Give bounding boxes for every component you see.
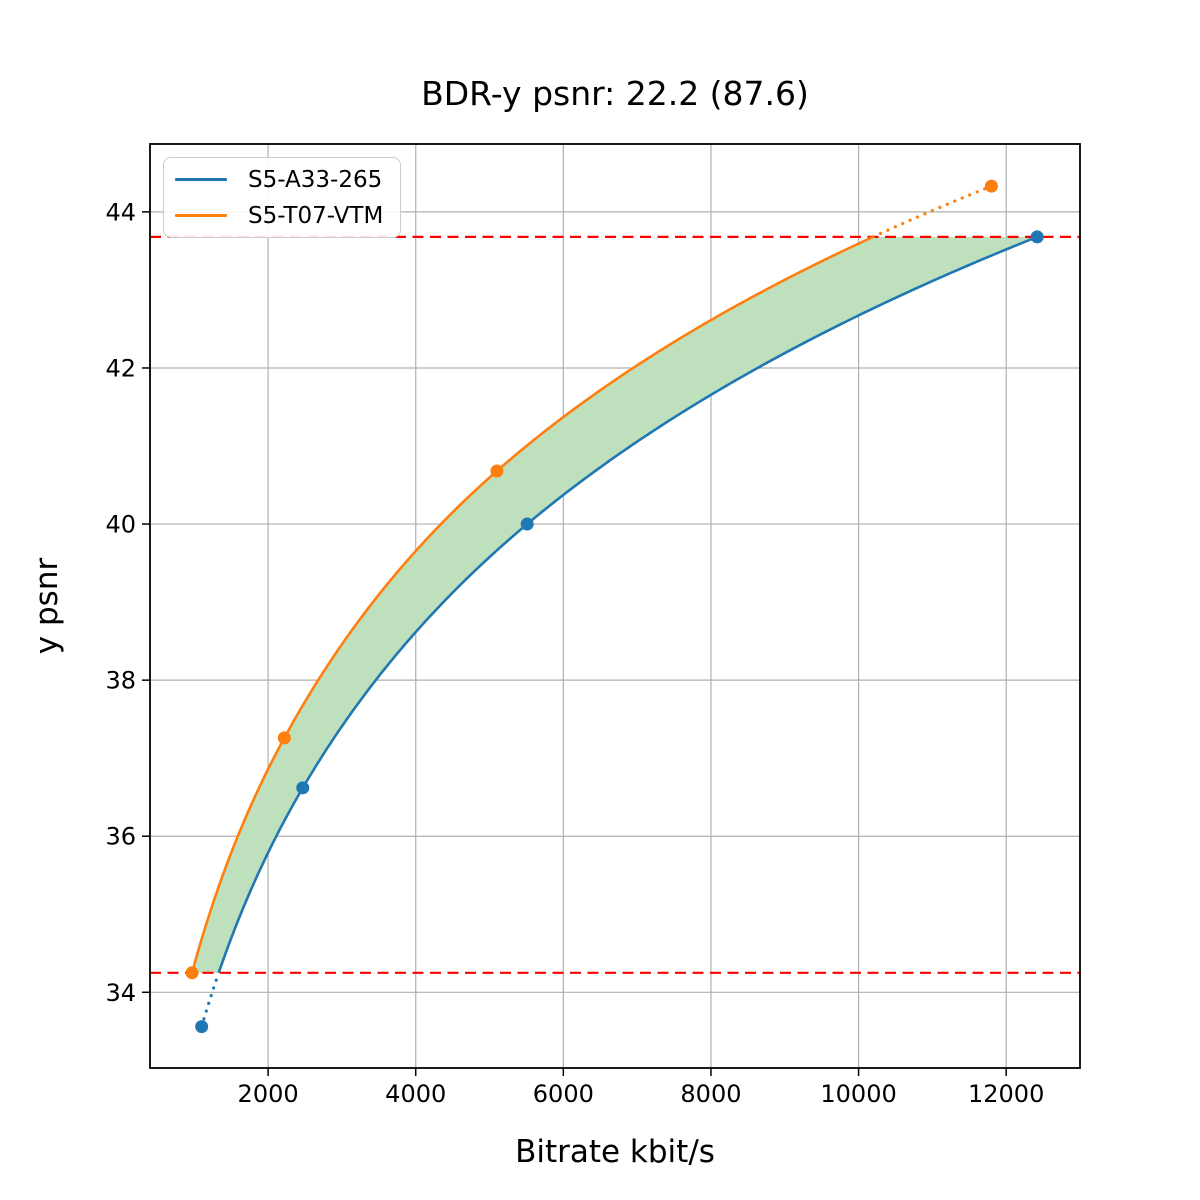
data-point [277, 731, 291, 745]
x-tick-label: 10000 [820, 1080, 896, 1108]
markers-S5-T07-VTM [185, 179, 998, 980]
overlap-band [192, 236, 1038, 973]
x-tick-label: 4000 [385, 1080, 446, 1108]
y-tick-label: 40 [105, 511, 136, 539]
data-point [296, 781, 310, 795]
data-point [195, 1020, 209, 1034]
x-axis-label: Bitrate kbit/s [515, 1134, 715, 1170]
data-point [490, 464, 504, 478]
y-tick-label: 34 [105, 979, 136, 1007]
legend-item: S5-A33-265 [175, 167, 388, 193]
y-tick-label: 36 [105, 823, 136, 851]
y-tick-label: 42 [105, 354, 136, 382]
data-point [984, 179, 998, 193]
markers-S5-A33-265 [195, 230, 1044, 1034]
series-S5-T07-VTM-dotted [871, 184, 994, 239]
x-tick-label: 6000 [533, 1080, 594, 1108]
legend-line-sample [175, 214, 227, 217]
legend-item-label: S5-A33-265 [248, 166, 383, 193]
data-point [185, 966, 199, 980]
tick-labels: 2000 4000 6000 8000 10000 12000 34 36 38 40 42 44 [105, 198, 1044, 1108]
gridlines [150, 144, 1080, 1068]
tick-marks [142, 211, 1007, 1076]
x-tick-label: 2000 [238, 1080, 299, 1108]
data-point [1030, 230, 1044, 244]
y-tick-label: 38 [105, 667, 136, 695]
legend-line-sample [175, 178, 227, 181]
series-S5-T07-VTM-curve [190, 235, 874, 974]
series-S5-A33-265-dotted [200, 971, 221, 1029]
bd-range-lines [150, 235, 1080, 974]
chart-title: BDR-y psnr: 22.2 (87.6) [421, 74, 809, 113]
y-tick-label: 44 [105, 198, 136, 226]
series-S5-T07-VTM [190, 184, 994, 974]
legend: S5-A33-265 S5-T07-VTM [163, 157, 401, 238]
x-tick-label: 8000 [680, 1080, 741, 1108]
axes-box [149, 143, 1081, 1069]
x-tick-label: 12000 [968, 1080, 1044, 1108]
series-S5-A33-265 [200, 235, 1038, 1029]
legend-item: S5-T07-VTM [175, 203, 388, 229]
series-S5-A33-265-curve [217, 235, 1038, 974]
legend-item-label: S5-T07-VTM [248, 202, 384, 229]
data-point [520, 517, 534, 531]
